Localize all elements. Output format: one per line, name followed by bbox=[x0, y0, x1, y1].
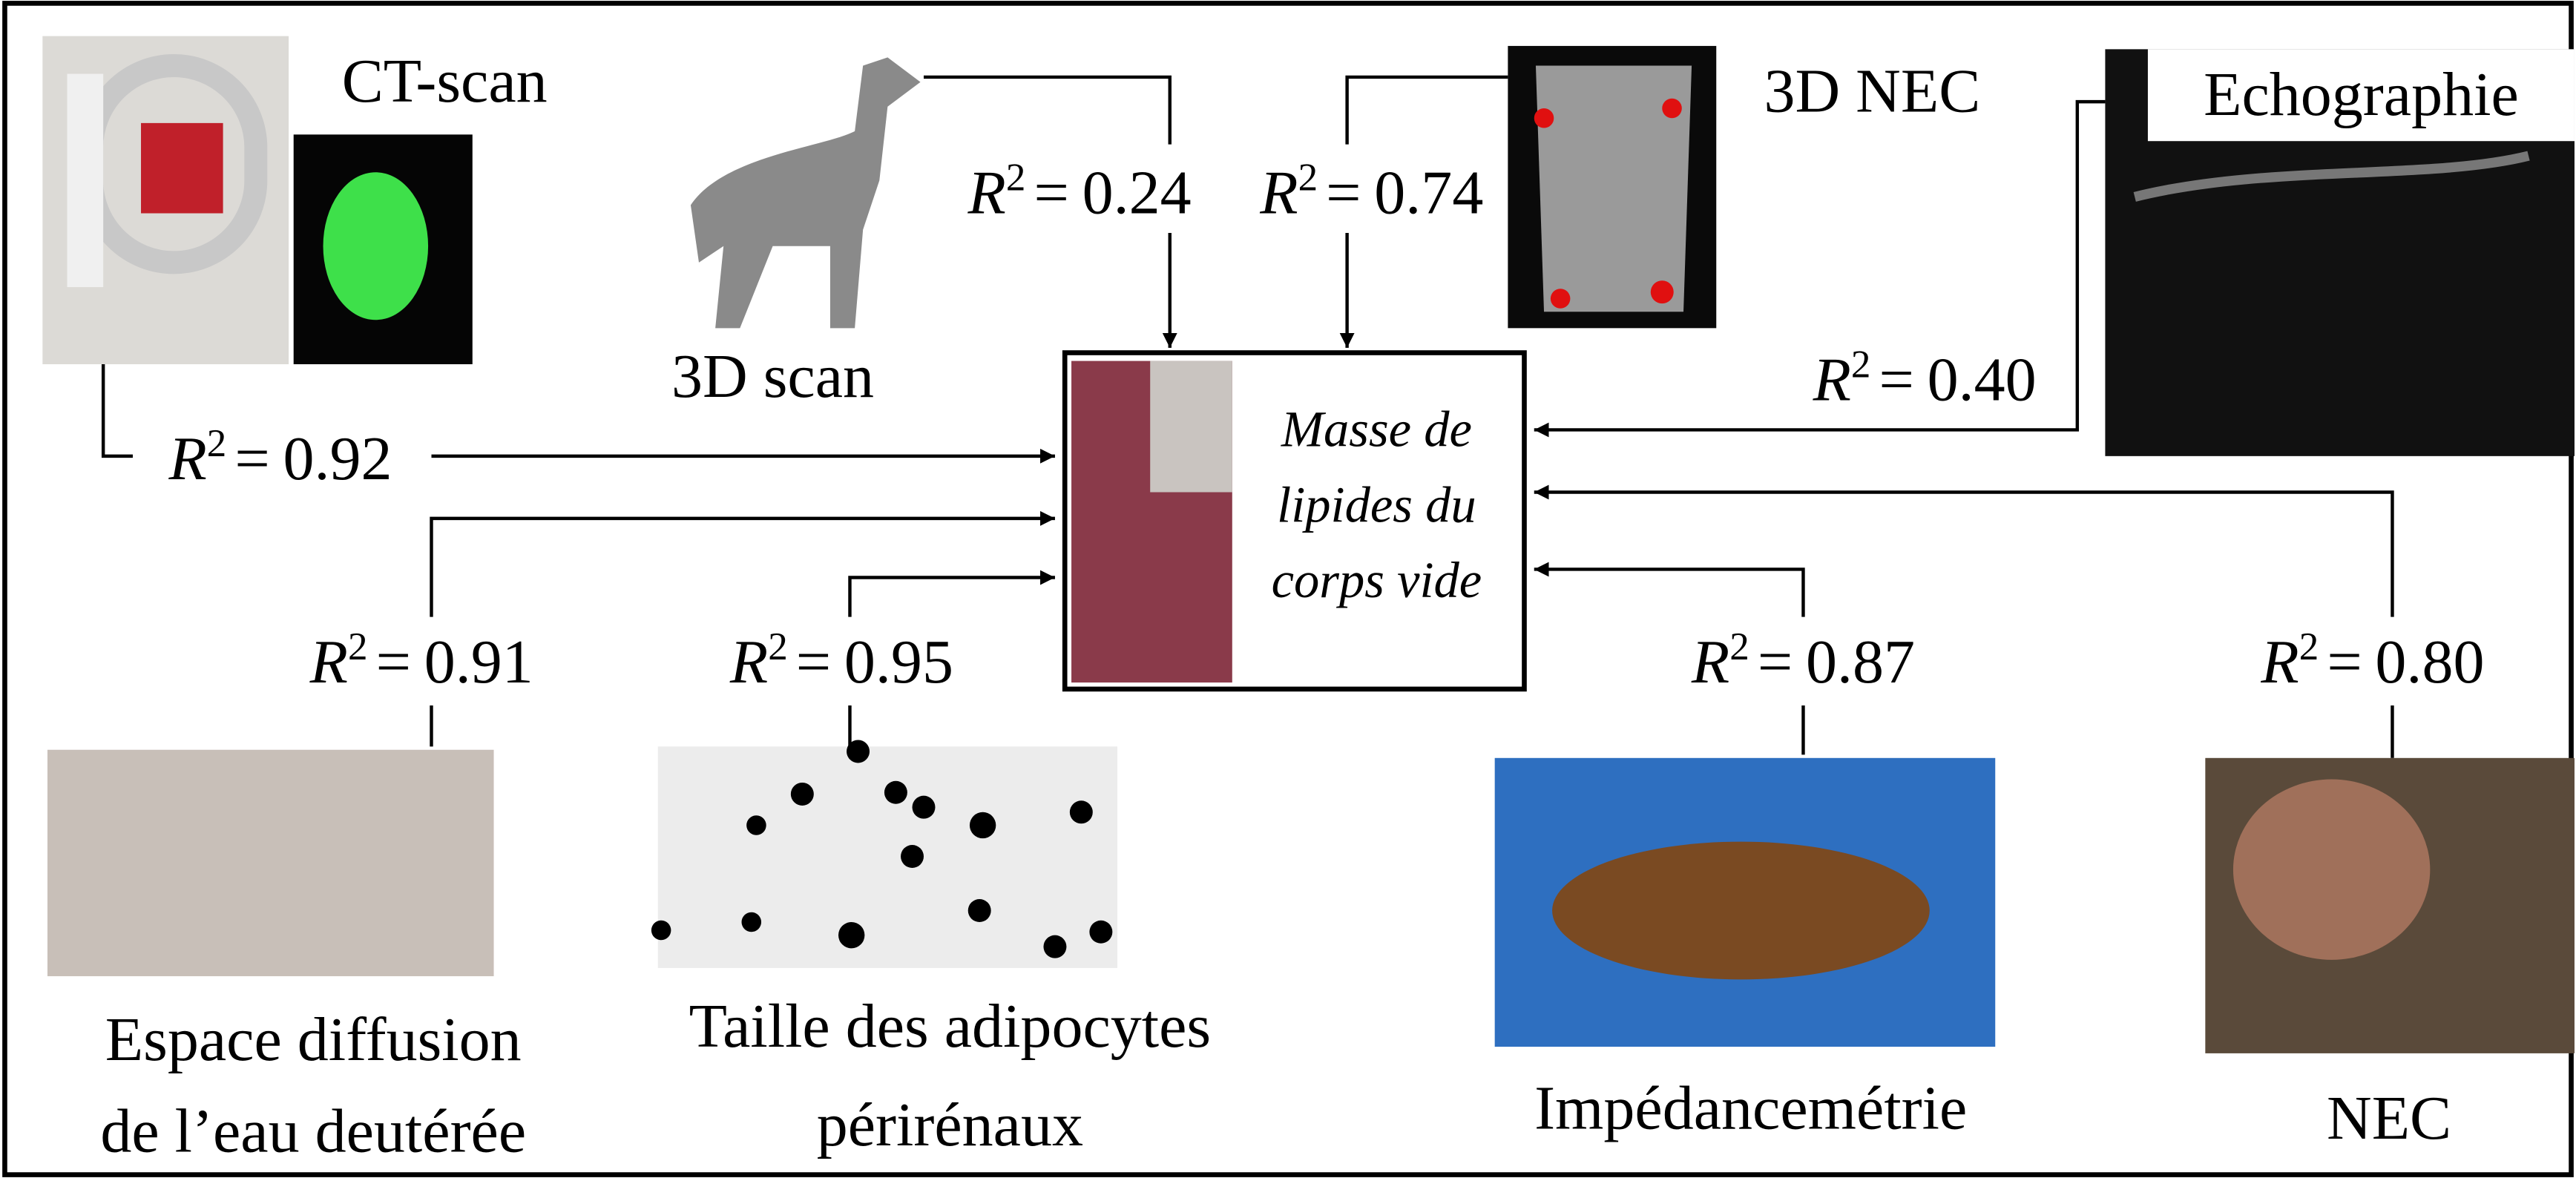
target-line: Masse de bbox=[1281, 401, 1472, 458]
adipocyte-bg bbox=[658, 746, 1117, 968]
diagram: Masse de lipides du corps vide CT-scanR2… bbox=[0, 0, 2576, 1178]
nec3d-point bbox=[1534, 108, 1554, 128]
r2-exponent: 2 bbox=[1006, 157, 1026, 200]
r2-relation: = bbox=[2327, 628, 2362, 697]
r2-symbol: R bbox=[967, 159, 1006, 228]
r2-symbol: R bbox=[1691, 628, 1729, 697]
method-label: 3D scan bbox=[671, 342, 874, 411]
adipocyte-dot bbox=[651, 921, 671, 941]
target-line: lipides du bbox=[1277, 476, 1476, 533]
r2-value: 0.87 bbox=[1806, 628, 1915, 697]
r2-exponent: 2 bbox=[2299, 625, 2319, 668]
r2-symbol: R bbox=[1813, 346, 1851, 415]
r2-value: 0.40 bbox=[1928, 346, 2037, 415]
method-label: Espace diffusion bbox=[105, 1005, 522, 1074]
r2-relation: = bbox=[1034, 159, 1069, 228]
syringes-photo bbox=[47, 750, 494, 976]
method-label: NEC bbox=[2327, 1084, 2451, 1153]
adipocyte-image bbox=[651, 740, 1117, 967]
r2-value: 0.95 bbox=[844, 628, 953, 697]
adipocyte-dot bbox=[901, 845, 924, 868]
r2-symbol: R bbox=[1259, 159, 1298, 228]
method-label: 3D NEC bbox=[1764, 56, 1980, 125]
r2-relation: = bbox=[1758, 628, 1793, 697]
method-label: de l’eau deutérée bbox=[100, 1097, 526, 1166]
r2-exponent: 2 bbox=[1729, 625, 1749, 668]
r2-exponent: 2 bbox=[1298, 157, 1318, 200]
method-label: CT-scan bbox=[342, 47, 548, 116]
r2-exponent: 2 bbox=[207, 422, 227, 465]
ct-segment bbox=[323, 172, 429, 320]
r2-relation: = bbox=[376, 628, 411, 697]
r2-relation: = bbox=[796, 628, 831, 697]
adipocyte-dot bbox=[968, 899, 991, 922]
method-label: périrénaux bbox=[817, 1090, 1083, 1159]
r2-symbol: R bbox=[168, 424, 206, 493]
r2-value: 0.24 bbox=[1082, 159, 1192, 228]
impedance-goat bbox=[1552, 842, 1930, 980]
adipocyte-dot bbox=[913, 796, 936, 819]
adipocyte-dot bbox=[884, 781, 907, 804]
adipocyte-dot bbox=[1043, 935, 1066, 958]
r2-value: 0.91 bbox=[424, 628, 533, 697]
r2-relation: = bbox=[1326, 159, 1361, 228]
r2-value: 0.92 bbox=[283, 424, 392, 493]
r2-value: 0.80 bbox=[2375, 628, 2484, 697]
adipocyte-dot bbox=[970, 812, 996, 838]
adipocyte-dot bbox=[1070, 800, 1093, 823]
nec3d-point bbox=[1551, 289, 1571, 309]
method-label: Echographie bbox=[2204, 60, 2519, 129]
page: Masse de lipides du corps vide {"target"… bbox=[0, 0, 2576, 1178]
r2-symbol: R bbox=[729, 628, 768, 697]
method-label: Impédancemétrie bbox=[1534, 1074, 1967, 1143]
adipocyte-dot bbox=[742, 912, 762, 932]
r2-relation: = bbox=[1879, 346, 1914, 415]
nec-hand bbox=[2233, 780, 2430, 960]
r2-value: 0.74 bbox=[1374, 159, 1483, 228]
adipocyte-dot bbox=[838, 922, 864, 948]
r2-symbol: R bbox=[2260, 628, 2299, 697]
ct-operator bbox=[67, 74, 103, 288]
r2-relation: = bbox=[234, 424, 269, 493]
ct-patient bbox=[141, 123, 223, 214]
nec3d-point bbox=[1662, 99, 1682, 119]
adipocyte-dot bbox=[746, 815, 766, 835]
r2-exponent: 2 bbox=[348, 625, 368, 668]
body: Masse de lipides du corps vide CT-scanR2… bbox=[0, 0, 2576, 1178]
adipocyte-dot bbox=[791, 783, 814, 806]
nec3d-image bbox=[1508, 46, 1716, 328]
nec3d-point bbox=[1651, 280, 1674, 303]
method-label: Taille des adipocytes bbox=[689, 992, 1211, 1061]
carcass-bg bbox=[1150, 361, 1232, 493]
r2-exponent: 2 bbox=[1851, 343, 1871, 386]
target-line: corps vide bbox=[1272, 552, 1482, 608]
r2-symbol: R bbox=[309, 628, 348, 697]
r2-exponent: 2 bbox=[768, 625, 788, 668]
adipocyte-dot bbox=[1089, 921, 1112, 944]
